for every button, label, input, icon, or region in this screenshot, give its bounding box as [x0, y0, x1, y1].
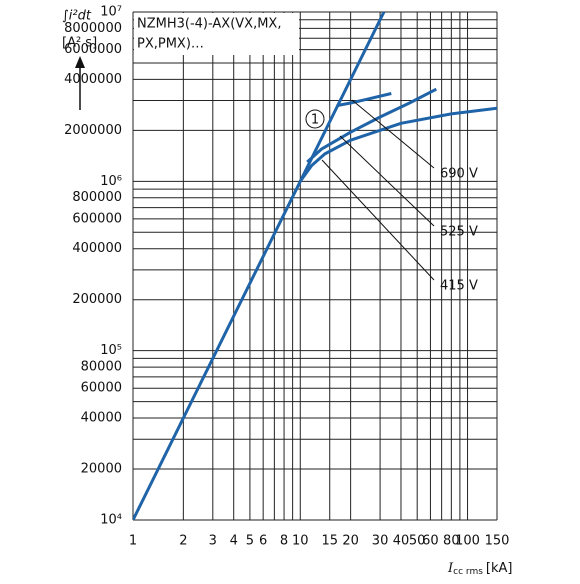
y-tick-label: 4000000 — [64, 72, 122, 87]
series-label: 690 V — [440, 167, 478, 182]
y-tick-label: 10⁶ — [100, 174, 122, 189]
curve — [299, 106, 497, 183]
y-tick-label: 200000 — [72, 292, 122, 307]
y-tick-label: 40000 — [81, 411, 122, 426]
x-tick-label: 40 — [393, 534, 410, 549]
curve — [306, 87, 437, 164]
x-tick-label: 2 — [179, 534, 187, 549]
y-tick-label: 80000 — [81, 360, 122, 375]
annotation-circle — [305, 109, 325, 129]
y-tick-label: 400000 — [72, 241, 122, 256]
grid — [132, 11, 498, 521]
leader-line — [351, 99, 435, 169]
chart-title: NZMH3(-4)-AX(VX,MX, — [137, 17, 281, 32]
axis-arrow-head — [75, 56, 85, 68]
leader-line — [339, 135, 435, 227]
x-axis-label: Icc rms [kA] — [447, 561, 512, 577]
y-axis-label: [A² s] — [62, 36, 97, 51]
x-tick-label: 1 — [129, 534, 137, 549]
x-label-symbol: I — [447, 561, 454, 576]
series-label: 415 V — [440, 279, 478, 294]
leader-line — [321, 159, 435, 281]
x-tick-label: 6 — [259, 534, 267, 549]
series-label: 525 V — [440, 225, 478, 240]
y-tick-label: 800000 — [72, 190, 122, 205]
x-tick-label: 5 — [246, 534, 254, 549]
x-tick-label: 30 — [372, 534, 389, 549]
x-tick-label: 80 — [443, 534, 460, 549]
y-tick-label: 60000 — [81, 381, 122, 396]
curve — [336, 92, 392, 108]
x-tick-label: 3 — [209, 534, 217, 549]
x-tick-label: 50 — [409, 534, 426, 549]
chart-title: PX,PMX)… — [137, 37, 204, 52]
x-tick-label: 15 — [321, 534, 338, 549]
y-tick-label: 2000000 — [64, 123, 122, 138]
x-tick-label: 100 — [455, 534, 480, 549]
y-tick-label: 10⁴ — [100, 513, 122, 528]
x-tick-label: 20 — [342, 534, 359, 549]
x-tick-label: 8 — [280, 534, 288, 549]
leaders — [321, 99, 435, 281]
curves — [133, 12, 497, 520]
y-tick-label: 8000000 — [64, 21, 122, 36]
annotation: 1 — [311, 113, 319, 128]
x-tick-label: 150 — [485, 534, 510, 549]
x-tick-label: 10 — [292, 534, 309, 549]
title-bg — [134, 13, 299, 55]
x-label-subscript: cc rms — [453, 567, 483, 577]
y-tick-label: 20000 — [81, 462, 122, 477]
curve — [133, 12, 386, 520]
y-tick-label: 6000000 — [64, 42, 122, 57]
y-tick-label: 10⁷ — [100, 5, 122, 20]
y-axis-label: ∫i²dt — [62, 9, 92, 24]
x-label-unit: [kA] — [486, 561, 513, 576]
y-tick-label: 10⁵ — [100, 343, 122, 358]
x-tick-label: 4 — [230, 534, 238, 549]
x-tick-label: 60 — [422, 534, 439, 549]
y-tick-label: 600000 — [72, 211, 122, 226]
